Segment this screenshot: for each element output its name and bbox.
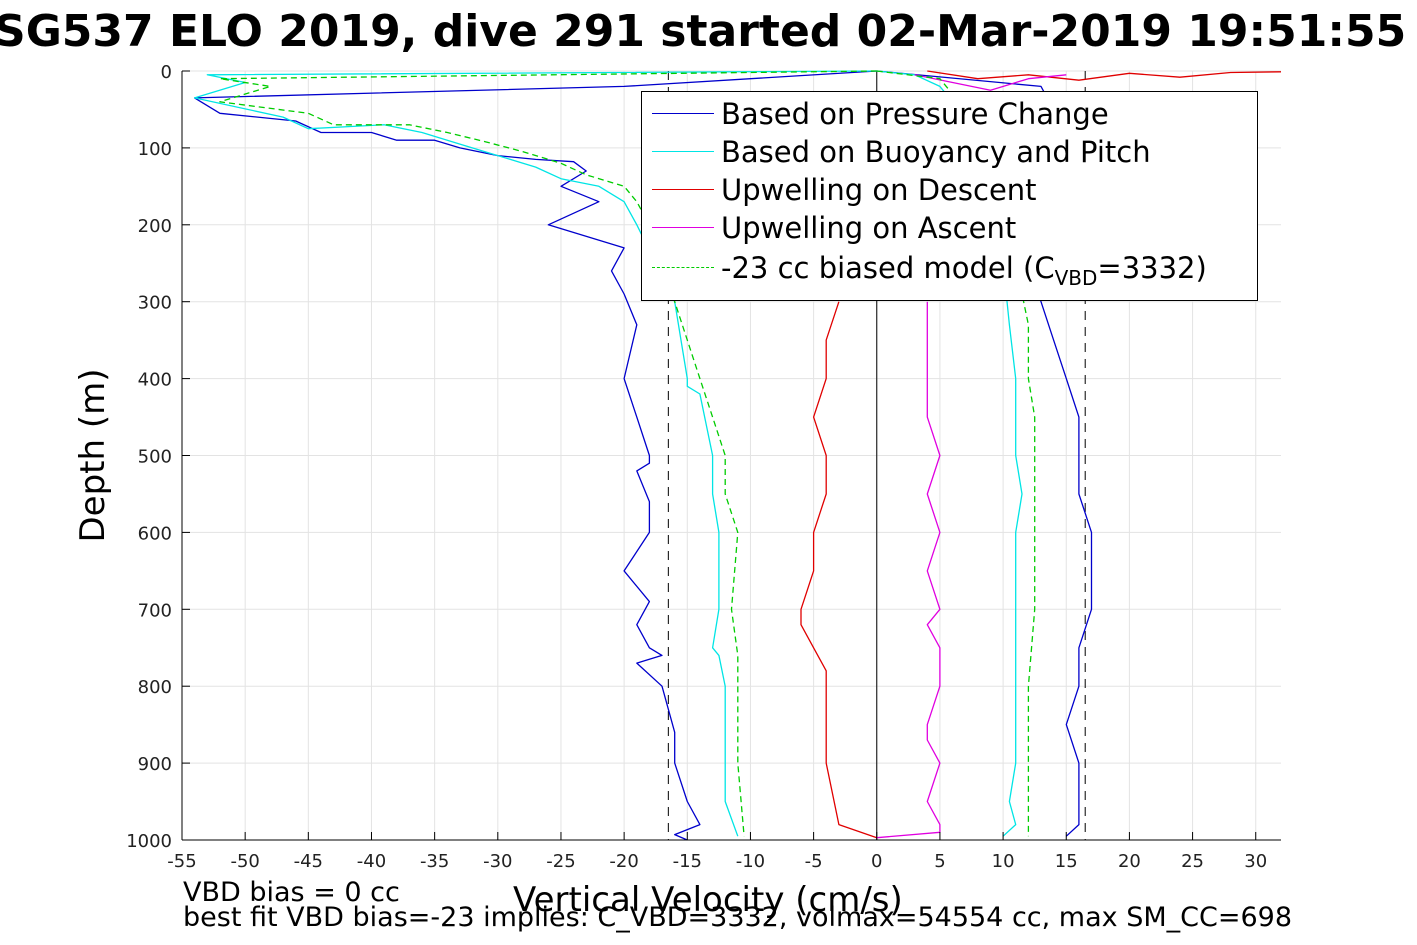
- y-tick-label: 300: [138, 293, 172, 314]
- x-tick-label: 20: [1118, 851, 1141, 872]
- x-tick-label: -5: [805, 851, 823, 872]
- x-tick-label: -45: [294, 851, 323, 872]
- x-tick-label: 0: [871, 851, 882, 872]
- legend-label-upwelling-descent: Upwelling on Descent: [721, 173, 1037, 207]
- legend-label-biased-model-end: =3332): [1097, 251, 1207, 285]
- legend-swatch-pressure: [652, 113, 714, 114]
- legend-label-biased-model-sub: VBD: [1054, 265, 1098, 290]
- legend-swatch-upwelling-ascent: [652, 227, 714, 228]
- series-line-4: [876, 70, 1036, 837]
- legend-item-upwelling-ascent: Upwelling on Ascent: [642, 210, 1257, 246]
- legend-label-upwelling-ascent: Upwelling on Ascent: [721, 211, 1017, 245]
- x-tick-label: -15: [673, 851, 702, 872]
- y-tick-label: 0: [161, 62, 172, 83]
- x-tick-label: 10: [992, 851, 1015, 872]
- footer-vbd-bias: VBD bias = 0 cc: [183, 877, 400, 908]
- y-tick-label: 800: [138, 677, 172, 698]
- x-tick-label: -35: [420, 851, 449, 872]
- x-axis-label: Vertical Velocity (cm/s): [513, 880, 903, 920]
- x-tick-label: -30: [483, 851, 512, 872]
- legend-label-pressure: Based on Pressure Change: [721, 97, 1109, 131]
- legend-item-pressure: Based on Pressure Change: [642, 96, 1257, 132]
- x-tick-label: -20: [609, 851, 638, 872]
- x-tick-label: -55: [167, 851, 196, 872]
- legend-item-biased-model: -23 cc biased model (CVBD=3332): [642, 250, 1257, 290]
- chart-title: SG537 ELO 2019, dive 291 started 02-Mar-…: [0, 6, 1407, 57]
- series-line-3: [914, 74, 1067, 91]
- legend-label-biased-model: -23 cc biased model (CVBD=3332): [721, 250, 1207, 296]
- y-tick-label: 400: [138, 370, 172, 391]
- x-tick-label: -10: [736, 851, 765, 872]
- y-tick-label: 100: [138, 139, 172, 160]
- footer-best-fit: best fit VBD bias=-23 implies: C_VBD=333…: [183, 902, 1293, 933]
- legend-item-buoyancy: Based on Buoyancy and Pitch: [642, 134, 1257, 170]
- x-tick-label: -40: [357, 851, 386, 872]
- y-tick-label: 1000: [126, 831, 172, 852]
- legend-item-upwelling-descent: Upwelling on Descent: [642, 172, 1257, 208]
- legend-label-biased-model-main: -23 cc biased model (C: [721, 251, 1055, 285]
- y-tick-label: 900: [138, 754, 172, 775]
- x-tick-label: 30: [1244, 851, 1267, 872]
- y-tick-label: 600: [138, 523, 172, 544]
- series-line-0: [193, 70, 877, 841]
- series-line-1: [193, 70, 877, 837]
- series-line-3: [876, 301, 941, 839]
- legend-swatch-biased-model: [652, 267, 714, 268]
- y-tick-label: 200: [138, 216, 172, 237]
- x-tick-label: -50: [230, 851, 259, 872]
- legend-swatch-buoyancy: [652, 151, 714, 152]
- x-tick-label: 25: [1181, 851, 1204, 872]
- y-tick-label: 700: [138, 600, 172, 621]
- x-tick-label: -25: [546, 851, 575, 872]
- y-tick-label: 500: [138, 447, 172, 468]
- legend-swatch-upwelling-descent: [652, 189, 714, 190]
- x-tick-label: 5: [934, 851, 945, 872]
- legend-label-buoyancy: Based on Buoyancy and Pitch: [721, 135, 1151, 169]
- chart-legend: Based on Pressure Change Based on Buoyan…: [641, 91, 1258, 301]
- y-axis-label: Depth (m): [73, 368, 113, 542]
- series-line-2: [927, 70, 1282, 81]
- x-tick-label: 15: [1055, 851, 1078, 872]
- series-line-2: [800, 301, 878, 839]
